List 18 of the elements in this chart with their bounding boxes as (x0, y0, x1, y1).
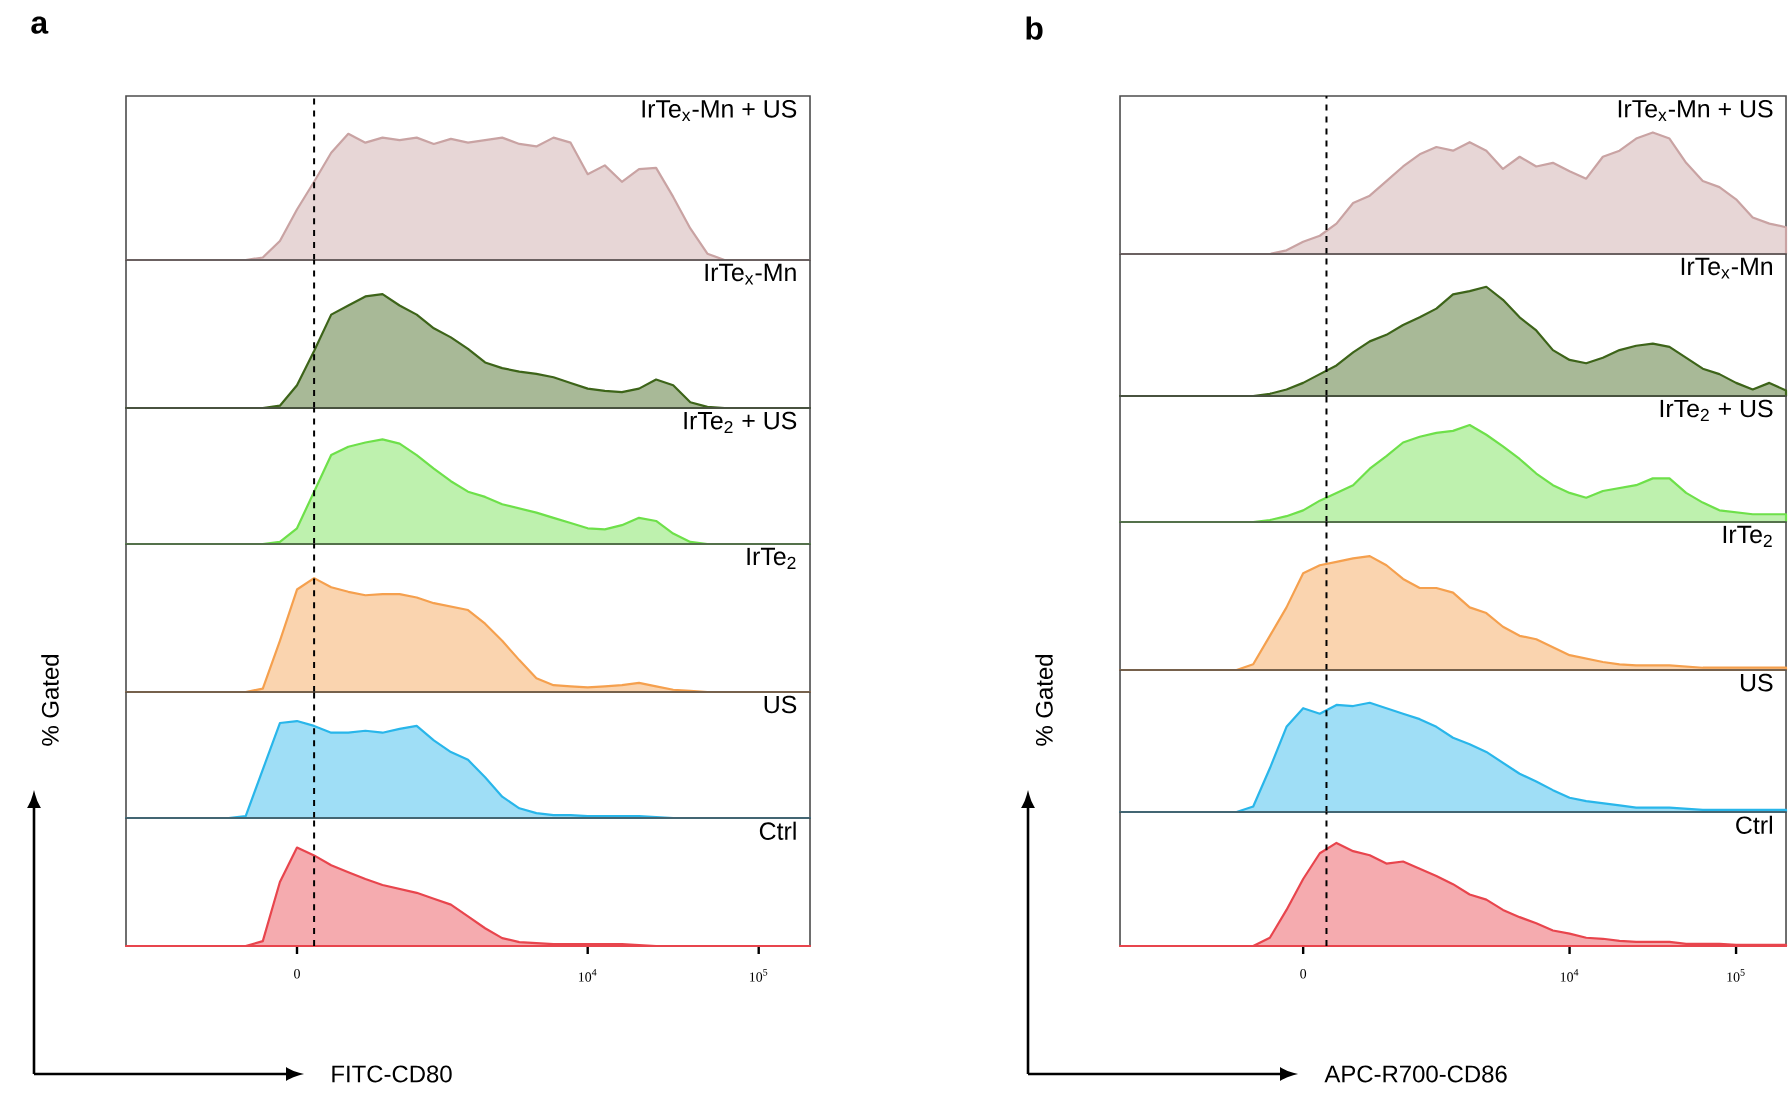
text: IrTe$_{2}$ + US (684, 411, 797, 434)
text: IrTe$_{2}$ + US (1660, 399, 1773, 421)
y-axis-title: % Gated (41, 655, 59, 746)
text: IrTe$_{x}$-Mn (1681, 257, 1772, 279)
text: IrTe$_{2}$ (1723, 525, 1772, 547)
chart-title: a (31, 16, 49, 34)
series-label: IrTe$_{x}$-Mn + US (642, 100, 797, 121)
series-label: IrTe$_{x}$-Mn + US (1618, 99, 1773, 121)
x-axis-title: FITC-CD80 (332, 1065, 452, 1083)
x-axis-title: APC-R700-CD86 (1324, 1065, 1507, 1083)
text: US (1740, 673, 1773, 692)
chart-title: b (1026, 16, 1043, 40)
text: IrTe$_{x}$-Mn (705, 263, 796, 285)
text: Ctrl (1736, 815, 1772, 835)
text: IrTe$_{2}$ (747, 547, 796, 569)
y-axis-title: % Gated (1035, 655, 1053, 746)
text: US (764, 695, 797, 714)
text: Ctrl (759, 821, 796, 840)
